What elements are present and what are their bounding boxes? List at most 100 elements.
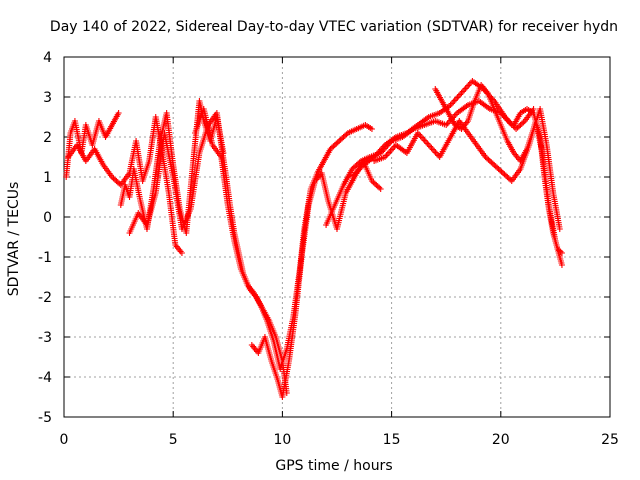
y-axis-label: SDTVAR / TECUs: [6, 182, 22, 297]
y-tick-label: 0: [43, 210, 52, 226]
y-tick-label: -4: [38, 370, 52, 386]
data-point: [432, 149, 439, 156]
data-point: [429, 146, 436, 153]
data-point: [518, 120, 525, 127]
data-point: [495, 166, 502, 172]
data-point: [486, 158, 493, 164]
data-point: [489, 160, 496, 167]
data-point: [113, 178, 120, 184]
data-point: [374, 183, 381, 190]
data-point: [111, 176, 118, 183]
y-tick-label: -5: [38, 410, 52, 426]
tick-layer: 0 5 10 15 20 25 -5 -4 -3 -2 -1 0 1 2 3 4: [38, 50, 619, 448]
data-point: [463, 84, 470, 90]
data-point: [458, 90, 465, 96]
data-point: [451, 97, 458, 104]
x-tick-label: 20: [492, 432, 510, 448]
data-point: [461, 87, 468, 93]
series-arc-6: [248, 158, 384, 400]
y-tick-label: -2: [38, 290, 52, 306]
data-point: [337, 136, 344, 143]
data-point: [483, 155, 490, 162]
data-point: [373, 182, 380, 188]
data-point: [368, 126, 375, 132]
data-point: [110, 175, 117, 182]
x-tick-label: 5: [169, 432, 178, 448]
series-arc-2: [65, 114, 185, 256]
y-tick-label: 2: [43, 130, 52, 146]
y-tick-label: 3: [43, 90, 52, 106]
data-point: [498, 168, 505, 175]
data-point: [425, 142, 432, 148]
y-tick-label: -1: [38, 250, 52, 266]
data-point: [558, 250, 565, 256]
data-point: [178, 250, 185, 256]
data-point: [502, 172, 509, 179]
data-point: [454, 94, 461, 101]
y-tick-label: -3: [38, 330, 52, 346]
data-point: [331, 142, 338, 148]
data-point: [417, 133, 424, 139]
y-tick-label: 1: [43, 170, 52, 186]
data-point: [444, 120, 451, 127]
data-point: [388, 146, 395, 153]
data-point: [427, 143, 434, 150]
data-point: [340, 134, 347, 140]
data-point: [339, 135, 346, 142]
data-layer: [63, 78, 565, 400]
data-point: [497, 167, 504, 174]
data-point: [333, 140, 340, 147]
data-point: [505, 175, 512, 182]
x-axis-label: GPS time / hours: [275, 458, 392, 474]
series-arc-7: [323, 98, 515, 228]
data-point: [334, 139, 341, 146]
data-point: [431, 148, 438, 154]
data-point: [371, 180, 378, 187]
data-point: [377, 186, 384, 192]
data-point: [494, 164, 501, 171]
data-point: [114, 179, 121, 186]
data-point: [501, 171, 508, 178]
plot-border: [63, 56, 611, 418]
data-point: [424, 140, 431, 147]
grid-layer: [64, 57, 610, 417]
series-arc-11: [510, 106, 565, 256]
data-point: [492, 163, 499, 170]
data-point: [504, 174, 511, 180]
data-point: [462, 85, 469, 92]
data-point: [488, 159, 495, 166]
series-arc-1: [63, 110, 122, 180]
y-tick-label: 4: [43, 50, 52, 66]
x-tick-label: 15: [383, 432, 401, 448]
data-point: [455, 93, 462, 99]
series-arc-5: [192, 106, 375, 372]
data-point: [485, 156, 492, 163]
data-point: [556, 226, 563, 232]
data-point: [516, 123, 522, 130]
series-arc-8: [349, 78, 537, 180]
data-point: [558, 262, 565, 268]
data-point: [499, 170, 506, 176]
data-point: [453, 96, 460, 102]
data-point: [387, 148, 394, 154]
chart-title: Day 140 of 2022, Sidereal Day-to-day VTE…: [50, 19, 618, 35]
data-point: [386, 149, 393, 156]
data-point: [491, 162, 498, 168]
data-point: [520, 119, 527, 126]
data-point: [330, 143, 337, 150]
data-point: [421, 137, 428, 144]
data-point: [465, 82, 472, 89]
data-point: [450, 99, 457, 105]
x-tick-label: 10: [273, 432, 291, 448]
data-point: [336, 138, 343, 144]
data-point: [115, 110, 122, 116]
data-point: [418, 134, 425, 141]
data-point: [457, 91, 464, 98]
data-point: [342, 132, 349, 139]
data-point: [517, 122, 524, 128]
data-point: [459, 88, 466, 95]
data-point: [422, 139, 429, 145]
x-tick-label: 25: [601, 432, 619, 448]
data-point: [384, 151, 391, 157]
